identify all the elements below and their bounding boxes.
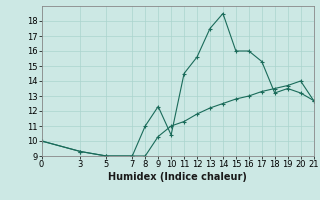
X-axis label: Humidex (Indice chaleur): Humidex (Indice chaleur) <box>108 172 247 182</box>
